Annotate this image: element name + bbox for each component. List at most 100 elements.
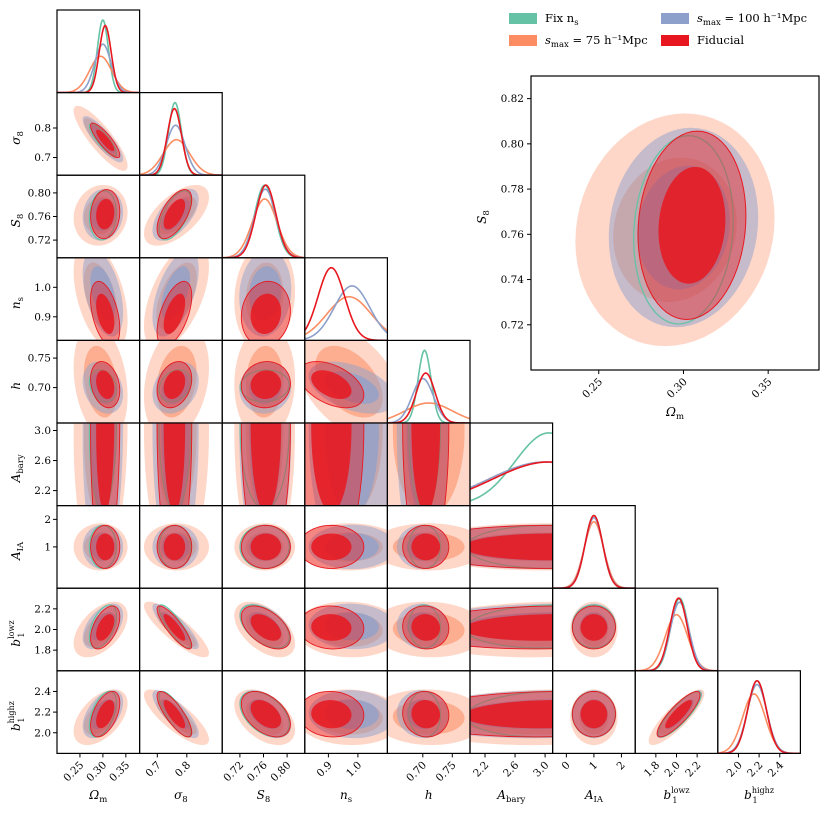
panel-h-h [386,339,471,424]
panel-S8-AIA [221,505,306,589]
legend-entry-fiducial: Fiducial [661,33,744,47]
panel-frame [386,339,471,424]
contour68-fiducial [250,293,282,335]
panel-content [552,514,636,589]
panel-b1l-b1h: 1.8 2.0 2.2 blowz 1 [634,670,719,805]
contour68-fiducial [311,700,352,729]
panel-content [143,184,209,246]
inset-y-tick-label: 0.82 [501,93,524,105]
panel-Ab-b1h: 2.2 2.6 3.0 Abary [469,670,554,805]
panel-content [635,597,718,671]
panel-content [304,523,388,571]
panel-S8-S8 [221,174,306,259]
y-tick-label: 0.70 [28,382,51,394]
panel-s8-Ab [139,422,223,507]
inset-y-tick-label: 0.72 [501,319,524,331]
panel-content [143,689,209,746]
marginal-fiducial [222,184,305,258]
legend-entry-smax100: smax = 100 h⁻¹Mpc [661,11,807,28]
x-axis-label-h: h [425,788,433,802]
contour95-fix_ns [158,604,192,649]
inset-x-tick-label: 0.30 [665,376,690,401]
x-axis-label-AIA: AIA [584,788,604,805]
marginal-smax75 [139,138,223,176]
marginal-fix_ns [139,101,223,176]
contour68-fiducial [163,370,186,399]
panel-S8-b1l [221,587,306,672]
x-tick-label: 2.2 [683,759,703,779]
contour68-fiducial [96,700,115,729]
y-tick-label: 0.80 [28,187,51,199]
panel-ns-b1h: 0.9 1.0 ns [304,670,388,805]
contour68-fiducial [250,533,282,561]
contour68-fiducial [665,700,692,729]
legend-swatch [509,35,537,46]
marginal-smax100 [57,43,140,93]
marginal-fix_ns [222,184,305,258]
marginal-smax100 [552,516,636,589]
y-tick-label: 1.8 [34,645,51,657]
legend-swatch [509,13,537,24]
panel-content [234,689,296,746]
panel-AIA-b1l [551,587,636,672]
panel-h-Ab [386,422,471,507]
y-tick-label: 2.6 [34,455,51,467]
panel-content [73,257,128,341]
contour95-fix_ns [239,369,290,403]
legend-label: Fix ns [545,11,579,28]
contour95-fix_ns [88,524,117,570]
y-axis-label-S8: S8 [9,214,26,228]
marginal-fix_ns [470,432,553,502]
panel-content [570,689,618,746]
x-tick-label: 0.35 [107,759,132,784]
marginal-smax100 [635,601,718,671]
panel-content [57,19,140,93]
panel-S8-h [221,339,306,424]
panel-content [234,257,296,341]
contour68-fiducial [163,198,186,230]
panel-Ab-b1l [469,587,554,672]
contour68-fiducial [411,423,441,506]
x-tick-label: 2.2 [471,759,491,779]
panel-content [143,601,209,658]
x-tick-label: 0.9 [314,759,334,779]
panel-content [73,601,128,658]
inset-x-axis-label: Ωm [665,405,684,422]
x-axis-label-S8: S8 [257,788,271,805]
marginal-fiducial [635,597,718,671]
x-tick-label: 0.7 [143,759,163,779]
marginal-fix_ns [552,514,636,589]
panel-content [73,423,128,506]
x-tick-label: 0.75 [434,759,459,784]
y-tick-label: 1.0 [34,282,51,294]
panel-om-S8: 0.72 0.76 0.80 S8 [9,174,141,259]
panel-AIA-b1h: 0 1 2 AIA [551,670,636,805]
panel-b1l-b1l [634,587,719,672]
contour95-fix_ns [88,604,117,649]
x-tick-label: 2.0 [663,759,683,779]
x-tick-label: 0.72 [221,759,246,784]
contour68-fiducial [411,700,441,729]
x-tick-label: 2.0 [725,759,745,779]
panel-AIA-AIA [551,505,636,589]
x-axis-label-Ab: Abary [496,788,525,805]
panel-content [143,423,209,506]
x-tick-label: 1 [587,759,600,772]
x-tick-label: 2.6 [501,759,522,780]
panel-content [234,423,296,506]
x-axis-label-b1h: bhighz 1 [744,786,774,805]
marginal-fix_ns [635,597,718,671]
inset-y-tick-label: 0.74 [501,274,525,286]
legend-swatch [661,35,689,46]
panel-content [73,105,128,171]
panel-content [73,184,128,246]
x-tick-label: 3.0 [531,759,551,779]
x-tick-label: 0.25 [61,759,86,784]
panel-content [304,601,388,658]
contour68-fiducial [163,614,186,641]
panel-s8-h [139,339,223,424]
panel-b1h-b1h: 2.0 2.2 2.4 bhighz 1 [717,670,801,805]
contour68-fiducial [96,129,115,152]
panel-ns-Ab [304,422,388,507]
contour95-fix_ns [239,423,290,506]
